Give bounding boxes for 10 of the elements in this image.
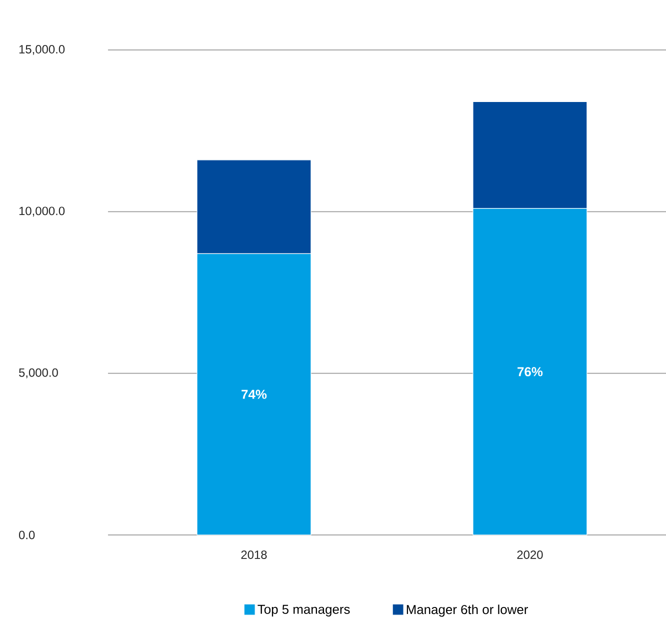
- y-tick-label: 0.0: [18, 530, 35, 540]
- y-tick-label: 15,000.0: [19, 45, 65, 55]
- x-tick-label: 2018: [241, 550, 267, 559]
- x-tick-label: 2020: [517, 550, 543, 559]
- y-tick-label: 10,000.0: [19, 206, 65, 217]
- legend-label: Manager 6th or lower: [406, 604, 528, 617]
- annotation: 76%: [518, 367, 543, 376]
- y-tick-label: 5,000.0: [19, 368, 58, 378]
- annotation: 74%: [242, 390, 267, 399]
- legend-label: Top 5 managers: [258, 604, 350, 616]
